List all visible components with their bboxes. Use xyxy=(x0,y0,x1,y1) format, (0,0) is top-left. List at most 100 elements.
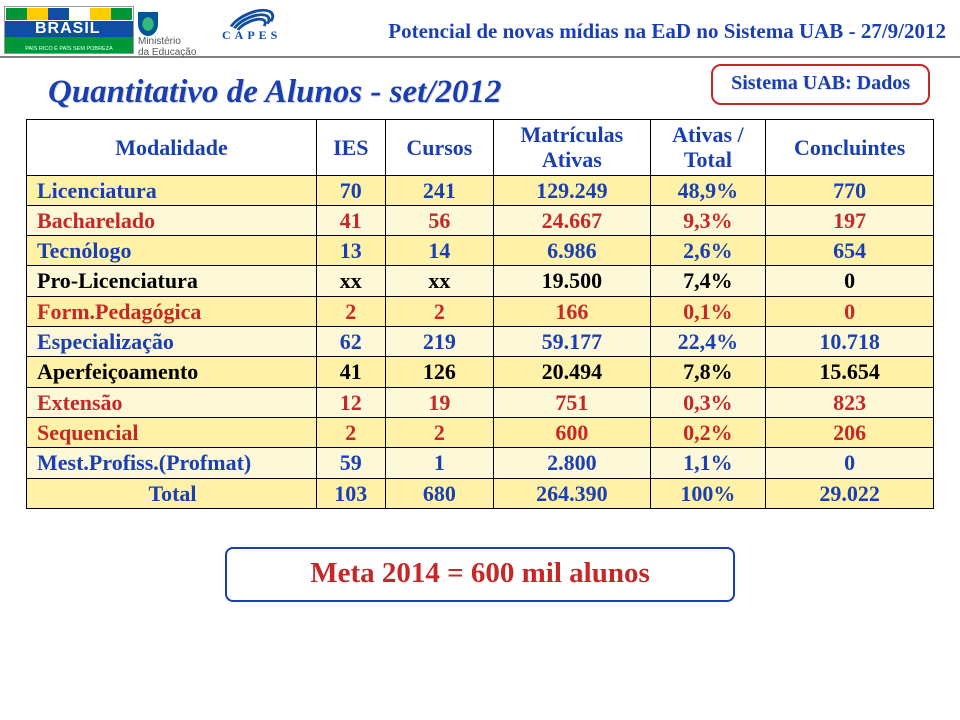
mec-text-2: da Educação xyxy=(138,47,196,58)
table-body: Licenciatura70241129.24948,9%770Bacharel… xyxy=(27,175,934,508)
cell-modalidade: Especialização xyxy=(27,327,317,357)
col-ativas-l1: Ativas / xyxy=(659,122,758,147)
cell-modalidade: Licenciatura xyxy=(27,175,317,205)
cell-modalidade: Form.Pedagógica xyxy=(27,296,317,326)
cell-pct: 22,4% xyxy=(650,327,766,357)
header: Ministério da Educação CAPES Potencial d… xyxy=(0,0,960,56)
cell-concluintes: 0 xyxy=(766,266,934,296)
header-title: Potencial de novas mídias na EaD no Sist… xyxy=(314,17,952,44)
cell-matriculas: 264.390 xyxy=(494,478,650,508)
table-row: Tecnólogo13146.9862,6%654 xyxy=(27,236,934,266)
cell-concluintes: 770 xyxy=(766,175,934,205)
table-row: Licenciatura70241129.24948,9%770 xyxy=(27,175,934,205)
cell-cursos: 56 xyxy=(385,205,494,235)
cell-cursos: 2 xyxy=(385,296,494,326)
cell-pct: 0,3% xyxy=(650,387,766,417)
table-row: Bacharelado415624.6679,3%197 xyxy=(27,205,934,235)
meta-box: Meta 2014 = 600 mil alunos xyxy=(225,547,735,602)
table-row: Form.Pedagógica221660,1%0 xyxy=(27,296,934,326)
col-modalidade: Modalidade xyxy=(27,120,317,176)
badge-box: Sistema UAB: Dados xyxy=(711,64,930,105)
data-table: Modalidade IES Cursos Matrículas Ativas … xyxy=(26,119,934,509)
col-concluintes: Concluintes xyxy=(766,120,934,176)
cell-concluintes: 654 xyxy=(766,236,934,266)
cell-concluintes: 206 xyxy=(766,417,934,447)
cell-modalidade: Total xyxy=(27,478,317,508)
col-cursos: Cursos xyxy=(385,120,494,176)
cell-concluintes: 823 xyxy=(766,387,934,417)
col-matriculas-l2: Ativas xyxy=(502,147,641,172)
cell-cursos: 1 xyxy=(385,448,494,478)
header-date: 27/9/2012 xyxy=(861,19,946,43)
cell-matriculas: 20.494 xyxy=(494,357,650,387)
cell-matriculas: 6.986 xyxy=(494,236,650,266)
col-ies: IES xyxy=(317,120,386,176)
cell-matriculas: 751 xyxy=(494,387,650,417)
cell-ies: 59 xyxy=(317,448,386,478)
cell-cursos: 126 xyxy=(385,357,494,387)
cell-concluintes: 15.654 xyxy=(766,357,934,387)
table-row: Especialização6221959.17722,4%10.718 xyxy=(27,327,934,357)
cell-pct: 2,6% xyxy=(650,236,766,266)
cell-ies: 62 xyxy=(317,327,386,357)
cell-pct: 7,8% xyxy=(650,357,766,387)
table-row: Aperfeiçoamento4112620.4947,8%15.654 xyxy=(27,357,934,387)
logo-row: Ministério da Educação CAPES xyxy=(4,6,314,54)
cell-concluintes: 0 xyxy=(766,296,934,326)
col-matriculas: Matrículas Ativas xyxy=(494,120,650,176)
cell-ies: 13 xyxy=(317,236,386,266)
table-header-row: Modalidade IES Cursos Matrículas Ativas … xyxy=(27,120,934,176)
cell-ies: 70 xyxy=(317,175,386,205)
table-row: Sequencial226000,2%206 xyxy=(27,417,934,447)
cell-matriculas: 24.667 xyxy=(494,205,650,235)
cell-ies: 41 xyxy=(317,205,386,235)
brasil-logo xyxy=(4,6,134,54)
cell-cursos: 14 xyxy=(385,236,494,266)
cell-pct: 48,9% xyxy=(650,175,766,205)
cell-concluintes: 29.022 xyxy=(766,478,934,508)
cell-ies: 12 xyxy=(317,387,386,417)
cell-matriculas: 600 xyxy=(494,417,650,447)
cell-pct: 7,4% xyxy=(650,266,766,296)
mec-text-1: Ministério xyxy=(138,36,181,47)
col-ativas: Ativas / Total xyxy=(650,120,766,176)
col-ativas-l2: Total xyxy=(659,147,758,172)
cell-matriculas: 2.800 xyxy=(494,448,650,478)
cell-pct: 1,1% xyxy=(650,448,766,478)
capes-logo: CAPES xyxy=(220,8,306,52)
cell-matriculas: 166 xyxy=(494,296,650,326)
cell-ies: xx xyxy=(317,266,386,296)
cell-modalidade: Pro-Licenciatura xyxy=(27,266,317,296)
cell-modalidade: Extensão xyxy=(27,387,317,417)
table-row: Pro-Licenciaturaxxxx19.5007,4%0 xyxy=(27,266,934,296)
cell-modalidade: Aperfeiçoamento xyxy=(27,357,317,387)
cell-concluintes: 197 xyxy=(766,205,934,235)
cell-pct: 0,1% xyxy=(650,296,766,326)
header-title-text: Potencial de novas mídias na EaD no Sist… xyxy=(388,19,843,43)
table-row: Mest.Profiss.(Profmat)5912.8001,1%0 xyxy=(27,448,934,478)
cell-cursos: xx xyxy=(385,266,494,296)
cell-cursos: 2 xyxy=(385,417,494,447)
capes-text: CAPES xyxy=(222,28,281,43)
cell-ies: 2 xyxy=(317,417,386,447)
cell-concluintes: 10.718 xyxy=(766,327,934,357)
cell-matriculas: 59.177 xyxy=(494,327,650,357)
cell-modalidade: Sequencial xyxy=(27,417,317,447)
cell-matriculas: 129.249 xyxy=(494,175,650,205)
cell-matriculas: 19.500 xyxy=(494,266,650,296)
cell-pct: 0,2% xyxy=(650,417,766,447)
cell-cursos: 680 xyxy=(385,478,494,508)
cell-modalidade: Tecnólogo xyxy=(27,236,317,266)
cell-ies: 103 xyxy=(317,478,386,508)
table-container: Modalidade IES Cursos Matrículas Ativas … xyxy=(0,117,960,509)
cell-concluintes: 0 xyxy=(766,448,934,478)
cell-cursos: 219 xyxy=(385,327,494,357)
cell-pct: 100% xyxy=(650,478,766,508)
cell-ies: 41 xyxy=(317,357,386,387)
cell-pct: 9,3% xyxy=(650,205,766,235)
cell-modalidade: Bacharelado xyxy=(27,205,317,235)
col-matriculas-l1: Matrículas xyxy=(502,122,641,147)
cell-cursos: 241 xyxy=(385,175,494,205)
mec-logo: Ministério da Educação xyxy=(138,8,216,52)
table-row: Total103680264.390100%29.022 xyxy=(27,478,934,508)
